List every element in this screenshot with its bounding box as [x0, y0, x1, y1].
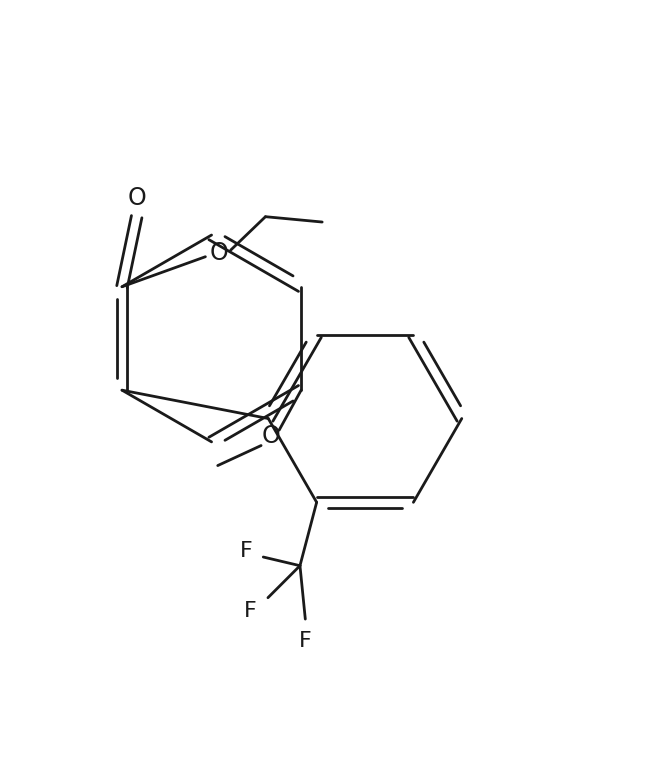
Text: F: F	[240, 541, 253, 561]
Text: O: O	[262, 424, 281, 448]
Text: O: O	[127, 186, 146, 210]
Text: O: O	[209, 241, 228, 265]
Text: F: F	[244, 601, 257, 621]
Text: F: F	[299, 631, 312, 651]
